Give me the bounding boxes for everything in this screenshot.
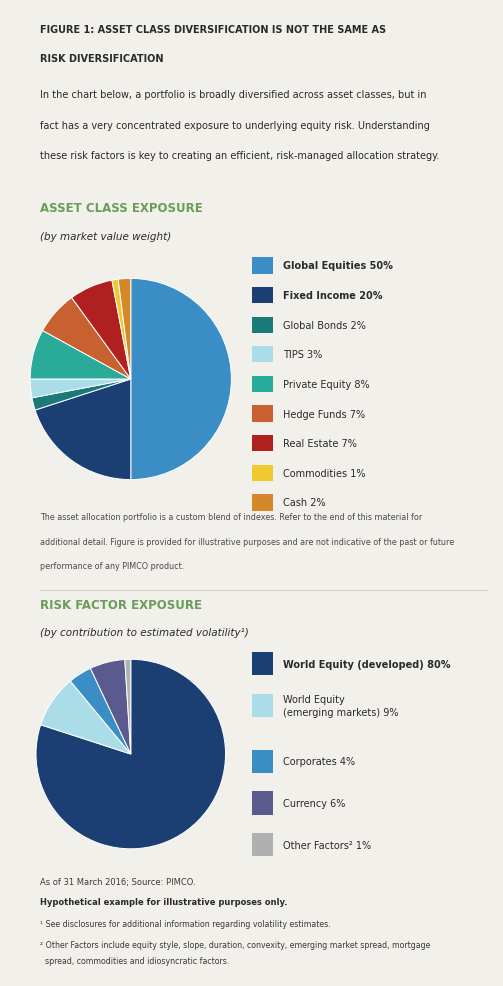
Text: additional detail. Figure is provided for illustrative purposes and are not indi: additional detail. Figure is provided fo… (40, 537, 455, 546)
Wedge shape (125, 660, 131, 754)
Text: FIGURE 1: ASSET CLASS DIVERSIFICATION IS NOT THE SAME AS: FIGURE 1: ASSET CLASS DIVERSIFICATION IS… (40, 25, 386, 35)
Text: Private Equity 8%: Private Equity 8% (283, 380, 370, 389)
Text: (by market value weight): (by market value weight) (40, 232, 172, 242)
Bar (252, 694, 273, 718)
Text: ASSET CLASS EXPOSURE: ASSET CLASS EXPOSURE (40, 202, 203, 215)
Text: Hypothetical example for illustrative purposes only.: Hypothetical example for illustrative pu… (40, 897, 288, 906)
Text: RISK DIVERSIFICATION: RISK DIVERSIFICATION (40, 54, 164, 64)
Wedge shape (35, 380, 131, 480)
Text: spread, commodities and idiosyncratic factors.: spread, commodities and idiosyncratic fa… (40, 956, 229, 965)
Text: Other Factors² 1%: Other Factors² 1% (283, 840, 371, 850)
Bar (252, 258, 273, 274)
Text: Global Equities 50%: Global Equities 50% (283, 261, 393, 271)
Wedge shape (112, 280, 131, 380)
Wedge shape (118, 279, 131, 380)
Wedge shape (70, 669, 131, 754)
Text: ¹ See disclosures for additional information regarding volatility estimates.: ¹ See disclosures for additional informa… (40, 919, 331, 928)
Bar (252, 833, 273, 857)
Wedge shape (71, 281, 131, 380)
Bar (252, 347, 273, 363)
Text: Currency 6%: Currency 6% (283, 798, 345, 809)
Text: Corporates 4%: Corporates 4% (283, 756, 355, 766)
Text: Hedge Funds 7%: Hedge Funds 7% (283, 409, 365, 419)
Text: Global Bonds 2%: Global Bonds 2% (283, 320, 366, 330)
Text: As of 31 March 2016; Source: PIMCO.: As of 31 March 2016; Source: PIMCO. (40, 878, 196, 886)
Wedge shape (32, 380, 131, 410)
Wedge shape (43, 299, 131, 380)
Wedge shape (131, 279, 231, 480)
Text: Fixed Income 20%: Fixed Income 20% (283, 291, 382, 301)
Bar (252, 465, 273, 481)
Bar (252, 792, 273, 814)
Bar (252, 653, 273, 675)
Wedge shape (91, 660, 131, 754)
Bar (252, 495, 273, 511)
Text: Real Estate 7%: Real Estate 7% (283, 439, 357, 449)
Bar (252, 288, 273, 304)
Wedge shape (30, 380, 131, 398)
Wedge shape (41, 681, 131, 754)
Text: ² Other Factors include equity style, slope, duration, convexity, emerging marke: ² Other Factors include equity style, sl… (40, 940, 431, 949)
Bar (252, 749, 273, 773)
Text: fact has a very concentrated exposure to underlying equity risk. Understanding: fact has a very concentrated exposure to… (40, 120, 430, 130)
Text: RISK FACTOR EXPOSURE: RISK FACTOR EXPOSURE (40, 599, 202, 611)
Text: performance of any PIMCO product.: performance of any PIMCO product. (40, 562, 185, 571)
Text: The asset allocation portfolio is a custom blend of indexes. Refer to the end of: The asset allocation portfolio is a cust… (40, 513, 423, 522)
Text: World Equity
(emerging markets) 9%: World Equity (emerging markets) 9% (283, 694, 398, 717)
Bar (252, 317, 273, 333)
Wedge shape (36, 660, 225, 849)
Bar (252, 377, 273, 392)
Text: World Equity (developed) 80%: World Equity (developed) 80% (283, 659, 450, 669)
Text: TIPS 3%: TIPS 3% (283, 350, 322, 360)
Bar (252, 436, 273, 452)
Text: In the chart below, a portfolio is broadly diversified across asset classes, but: In the chart below, a portfolio is broad… (40, 91, 427, 101)
Text: these risk factors is key to creating an efficient, risk-managed allocation stra: these risk factors is key to creating an… (40, 151, 440, 161)
Text: (by contribution to estimated volatility¹): (by contribution to estimated volatility… (40, 627, 249, 637)
Text: Cash 2%: Cash 2% (283, 498, 325, 508)
Wedge shape (30, 331, 131, 380)
Text: Commodities 1%: Commodities 1% (283, 468, 365, 478)
Bar (252, 406, 273, 422)
